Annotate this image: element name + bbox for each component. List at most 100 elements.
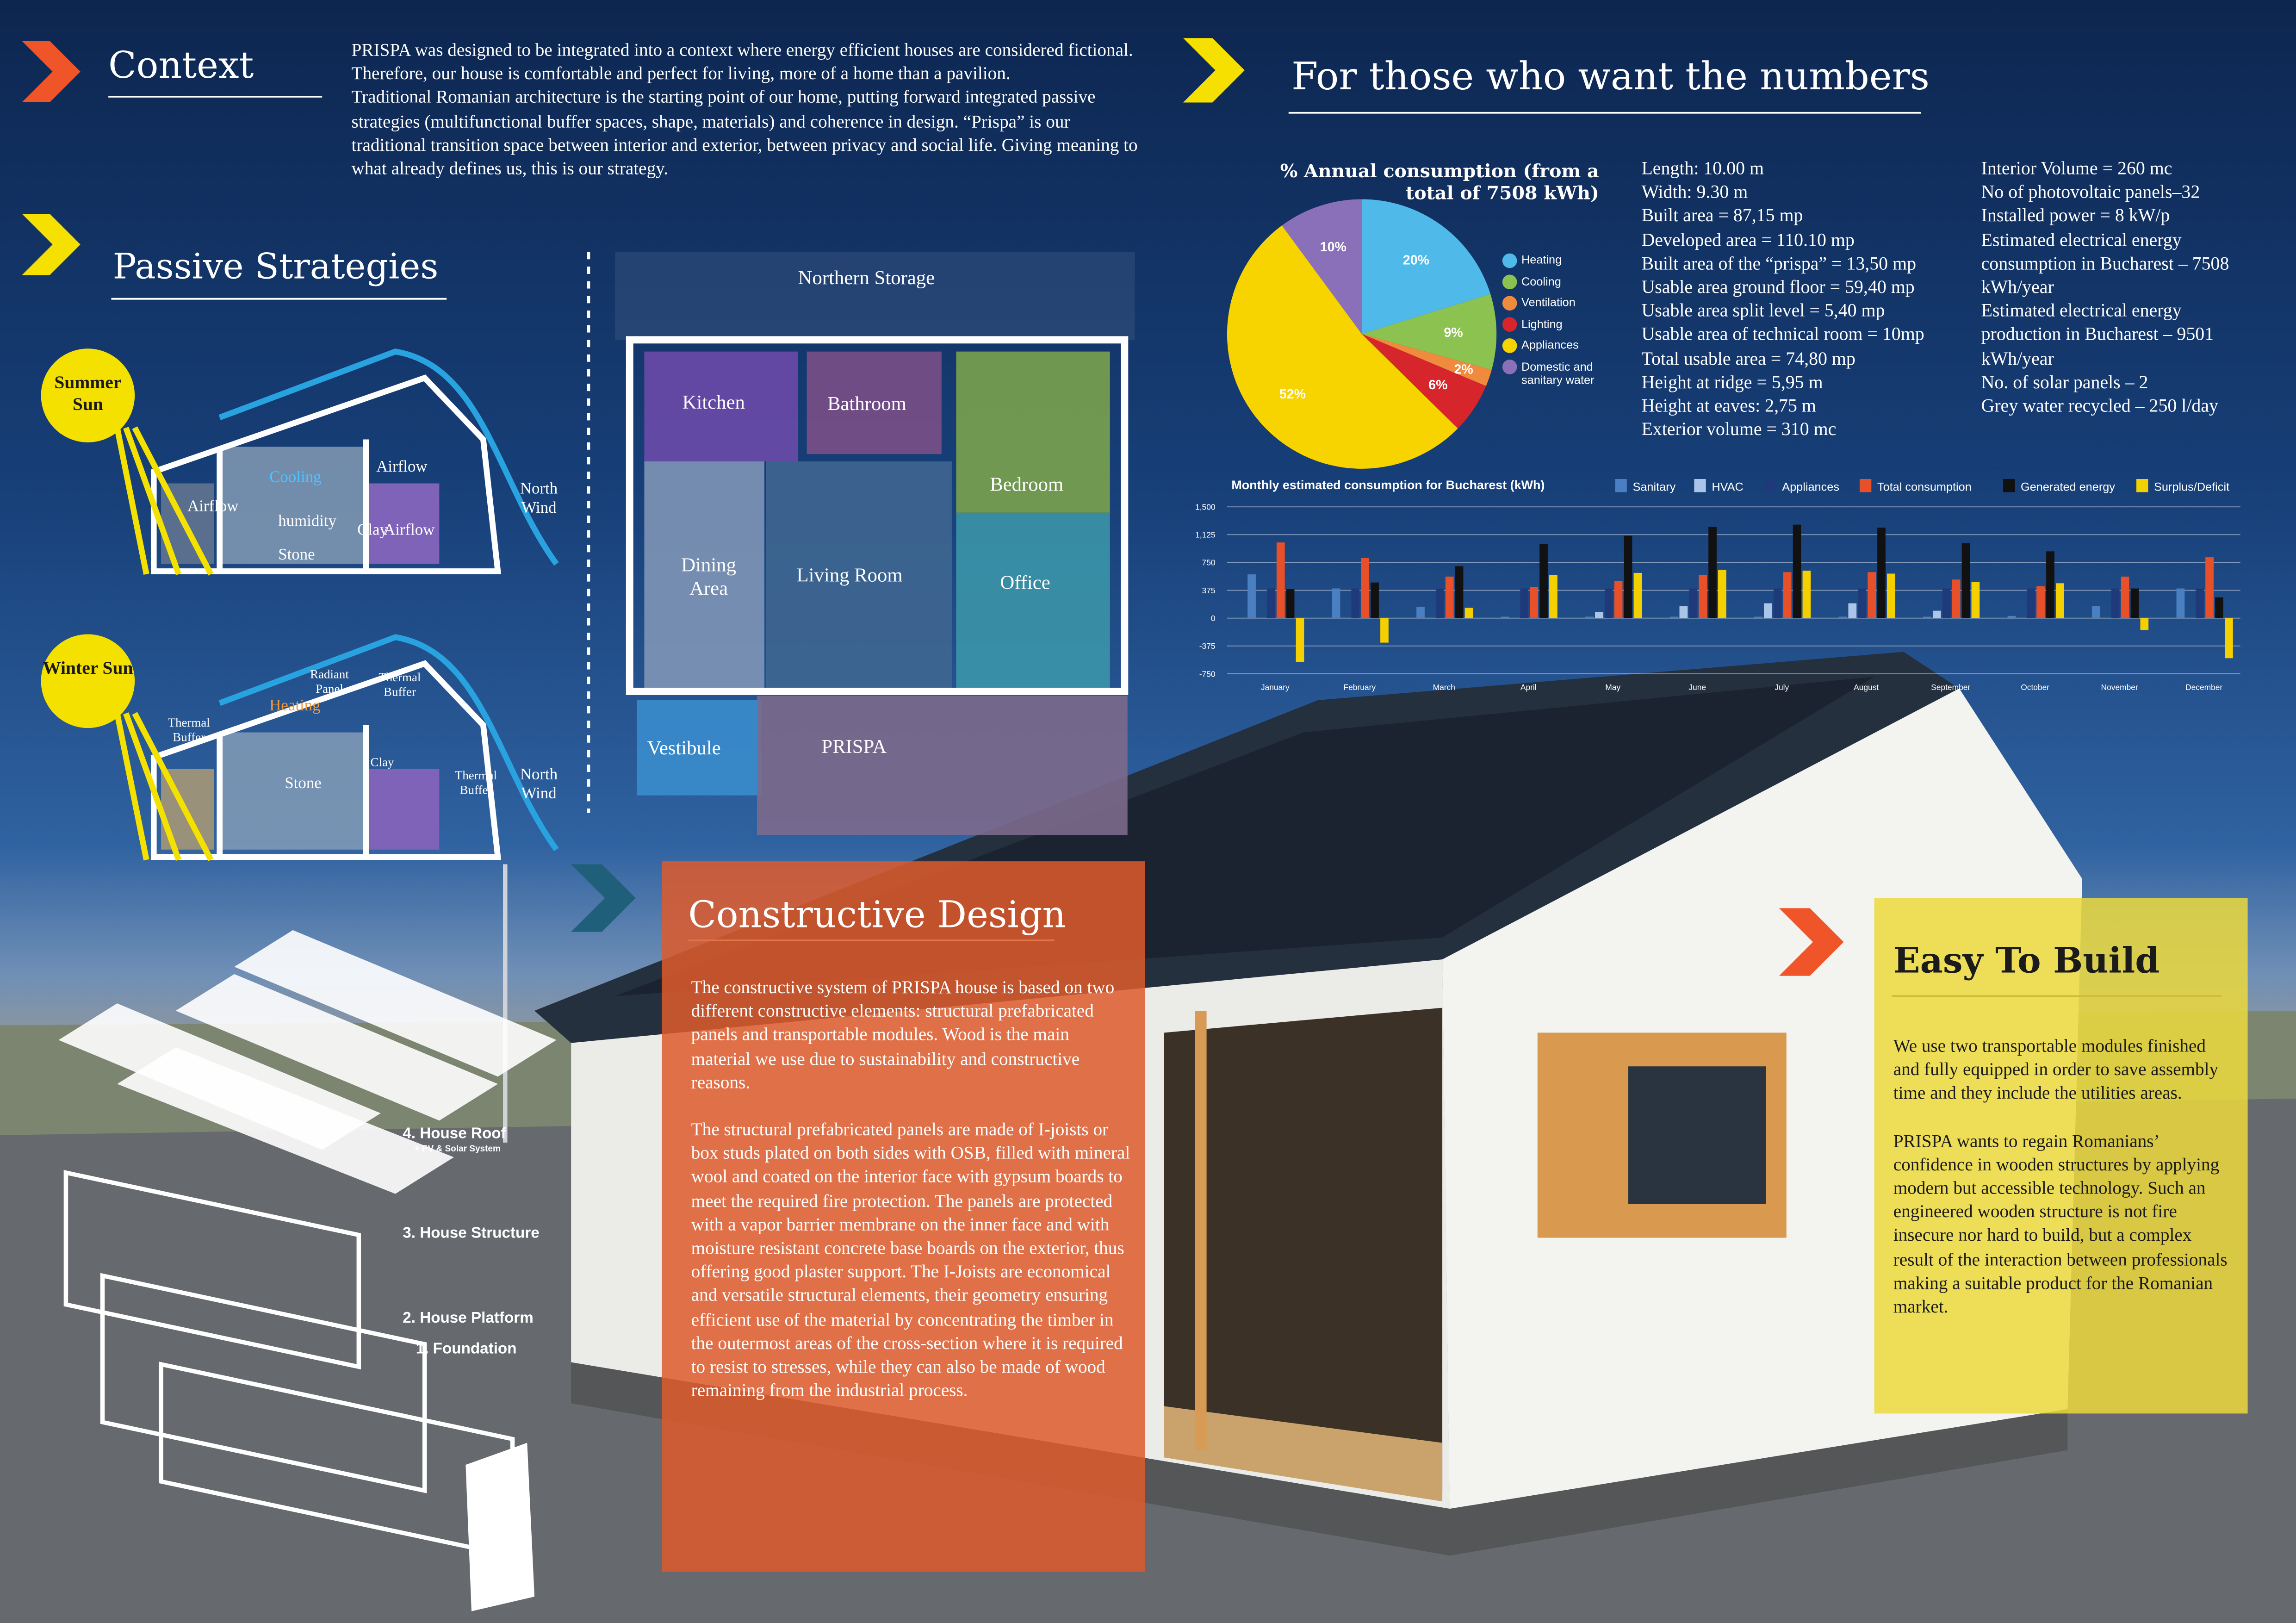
section-title: Passive Strategies [112,246,439,287]
context-text: PRISPA was designed to be integrated int… [351,38,1142,180]
legend-swatch [1502,296,1517,311]
number-item: Estimated electrical energy production i… [1981,300,2214,369]
room-label: Northern Storage [798,267,935,289]
diagram-label: Clay [357,521,388,539]
bar [1633,572,1642,618]
legend-label: Appliances [1521,338,1579,352]
legend-swatch [1615,479,1627,492]
wind-arrow [218,348,559,566]
value-label: 20% [1403,253,1429,268]
legend-swatch [1502,338,1517,353]
room-label: PRISPA [821,735,887,758]
value-label: 6% [1428,378,1447,392]
x-tick-label: September [1931,683,1970,692]
bar [1266,588,1275,618]
diagram-label: Thermal Buffer [168,715,210,745]
room [757,696,1128,835]
bar [1971,582,1980,618]
bar [1286,589,1295,618]
legend-swatch [1502,274,1517,290]
legend-swatch [1694,479,1706,492]
roof-panel [234,930,557,1077]
bar [2046,551,2054,618]
bar [1708,527,1717,618]
zone [217,732,363,850]
pie-slice [1282,199,1362,334]
bar [1247,574,1256,618]
legend-label: Generated energy [2021,480,2115,493]
bar [1764,603,1772,618]
bar [2056,583,2064,618]
y-tick-label: 1,125 [1195,530,1216,540]
room-label: Dining Area [681,553,736,600]
panel [662,861,1145,1572]
x-tick-label: May [1605,683,1620,692]
legend-swatch [1502,317,1517,332]
bar [1296,618,1304,662]
roof-panel [175,974,498,1121]
y-tick-label: 750 [1202,558,1216,567]
diagram-label: Heating [269,697,321,715]
bar [2196,588,2204,618]
legend-label: Appliances [1782,480,1839,493]
bar [1604,588,1613,618]
bar [2176,588,2185,618]
bar [1942,588,1951,618]
bar [1624,535,1632,618]
diagram-label: Thermal Buffer [454,767,497,797]
room-label: Bathroom [827,392,906,415]
legend-label: Lighting [1521,317,1563,330]
diagram-label: Airflow [384,521,435,539]
diagram-label: Radiant Panel [310,666,349,696]
legend-swatch [1859,479,1872,492]
pie-slice [1362,199,1491,334]
number-item: Width: 9.30 m [1641,182,1748,203]
bar [2092,606,2100,618]
y-tick-label: 1,500 [1195,502,1216,511]
bar [1699,575,1707,618]
bar [1689,588,1698,618]
sun-ray [114,427,149,575]
diagram-label: Stone [278,546,315,564]
section-title: Constructive Design [688,893,1066,936]
bar [2027,588,2035,618]
bar [1858,588,1867,618]
bar [1877,528,1886,618]
value-label: 52% [1279,387,1306,402]
number-item: Total usable area = 74,80 mp [1641,348,1855,369]
x-tick-label: April [1520,683,1537,692]
pie-slice [1227,225,1458,469]
bar [1416,607,1425,618]
bar [1276,542,1285,618]
paragraph: PRISPA was designed to be integrated int… [351,39,1133,84]
bar [1595,612,1603,618]
pie-slice [1362,334,1492,386]
section-title: For those who want the numbers [1291,56,1930,100]
exploded-label: 1. Foundation [416,1340,517,1358]
roof-panel [117,1047,454,1194]
diagram-label: Stone [285,775,322,793]
room [956,351,1110,513]
room-label: Kitchen [682,391,745,413]
legend-swatch [1502,360,1517,374]
room [807,351,942,454]
bar [1961,543,1970,618]
bar [1351,588,1360,618]
room-label: Living Room [796,564,903,586]
room [766,461,952,689]
legend-label: Total consumption [1877,480,1972,493]
number-item: Estimated electrical energy consumption … [1981,229,2229,298]
value-label: 10% [1320,240,1347,255]
bar [2205,557,2214,618]
bar [2036,586,2045,618]
legend-label: HVAC [1712,480,1743,493]
bar [1371,582,1379,618]
sun [41,634,135,728]
chart-title: % Annual consumption (from a total of 75… [1280,160,1599,204]
bar [1887,573,1895,618]
zone [369,483,440,564]
zone [369,769,440,850]
sun-label: Summer Sun [54,372,122,415]
